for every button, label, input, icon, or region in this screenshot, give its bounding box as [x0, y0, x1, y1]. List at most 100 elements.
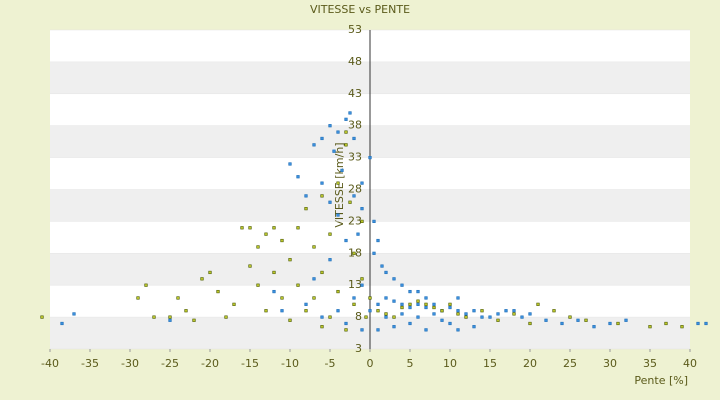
x-tick-label: 5 — [407, 357, 414, 370]
data-point — [256, 283, 260, 287]
x-tick-label: 20 — [523, 357, 537, 370]
data-point — [424, 305, 428, 310]
data-point — [504, 309, 508, 313]
data-point — [424, 302, 428, 306]
data-point — [320, 270, 324, 275]
data-point — [464, 312, 468, 316]
y-axis-label: VITESSE [km/h] — [333, 142, 346, 227]
data-point — [328, 258, 332, 262]
data-point — [416, 315, 420, 319]
data-point — [288, 258, 292, 262]
data-point — [208, 270, 212, 275]
data-point — [372, 219, 376, 224]
data-point — [424, 328, 428, 332]
data-point — [352, 302, 356, 306]
data-point — [336, 130, 340, 134]
data-point — [272, 270, 276, 275]
data-point — [356, 232, 360, 236]
x-tick-label: 15 — [483, 357, 497, 370]
data-point — [472, 309, 476, 313]
data-point — [304, 207, 308, 211]
data-point — [408, 321, 412, 326]
data-point — [416, 299, 420, 303]
data-point — [344, 321, 348, 326]
data-point — [232, 302, 236, 306]
data-point — [360, 328, 364, 332]
data-point — [312, 277, 316, 281]
x-tick-label: -5 — [325, 357, 336, 370]
y-tick-label: 3 — [355, 342, 362, 355]
data-point — [288, 318, 292, 322]
data-point — [344, 130, 348, 134]
data-point — [528, 312, 532, 316]
x-tick-label: 10 — [443, 357, 457, 370]
data-point — [480, 309, 484, 313]
x-tick-label: -30 — [121, 357, 139, 370]
data-point — [312, 296, 316, 300]
data-point — [392, 325, 396, 329]
data-point — [696, 321, 700, 326]
x-tick-label: -25 — [161, 357, 179, 370]
data-point — [440, 309, 444, 313]
data-point — [272, 289, 276, 294]
data-point — [616, 321, 620, 326]
y-tick-label: 43 — [348, 87, 362, 100]
data-point — [372, 251, 376, 255]
data-point — [392, 299, 396, 303]
data-point — [680, 325, 684, 329]
x-tick-label: -40 — [41, 357, 59, 370]
data-point — [60, 321, 64, 326]
data-point — [568, 315, 572, 319]
data-point — [320, 181, 324, 185]
data-point — [240, 226, 244, 230]
data-point — [320, 194, 324, 198]
data-point — [560, 321, 564, 326]
data-point — [456, 328, 460, 332]
x-tick-label: -15 — [241, 357, 259, 370]
data-point — [248, 264, 252, 268]
data-point — [328, 315, 332, 319]
data-point — [384, 270, 388, 275]
data-point — [448, 305, 452, 310]
data-point — [360, 277, 364, 281]
data-point — [528, 321, 532, 326]
data-point — [288, 162, 292, 166]
data-point — [472, 325, 476, 329]
data-point — [368, 309, 372, 313]
data-point — [320, 136, 324, 141]
y-tick-label: 13 — [348, 278, 362, 291]
data-point — [400, 305, 404, 310]
x-tick-label: -35 — [81, 357, 99, 370]
data-point — [336, 181, 340, 185]
chart-title: VITESSE vs PENTE — [310, 3, 410, 16]
data-point — [464, 315, 468, 319]
x-axis-label: Pente [%] — [634, 374, 688, 387]
data-point — [264, 309, 268, 313]
data-point — [384, 312, 388, 316]
data-point — [496, 318, 500, 322]
y-tick-label: 23 — [348, 214, 362, 227]
y-tick-label: 38 — [348, 119, 362, 132]
data-point — [584, 318, 588, 322]
data-point — [376, 328, 380, 332]
data-point — [328, 124, 332, 128]
data-point — [280, 309, 284, 313]
data-point — [364, 315, 368, 319]
data-point — [348, 200, 352, 204]
data-point — [456, 309, 460, 313]
data-point — [664, 321, 668, 326]
data-point — [72, 312, 76, 316]
data-point — [360, 181, 364, 185]
data-point — [608, 321, 612, 326]
y-tick-label: 8 — [355, 310, 362, 323]
data-point — [168, 318, 172, 322]
data-point — [184, 309, 188, 313]
data-point — [552, 309, 556, 313]
data-point — [176, 296, 180, 300]
data-point — [432, 302, 436, 306]
x-tick-label: 0 — [367, 357, 374, 370]
data-point — [512, 312, 516, 316]
data-point — [648, 325, 652, 329]
data-point — [296, 283, 300, 287]
